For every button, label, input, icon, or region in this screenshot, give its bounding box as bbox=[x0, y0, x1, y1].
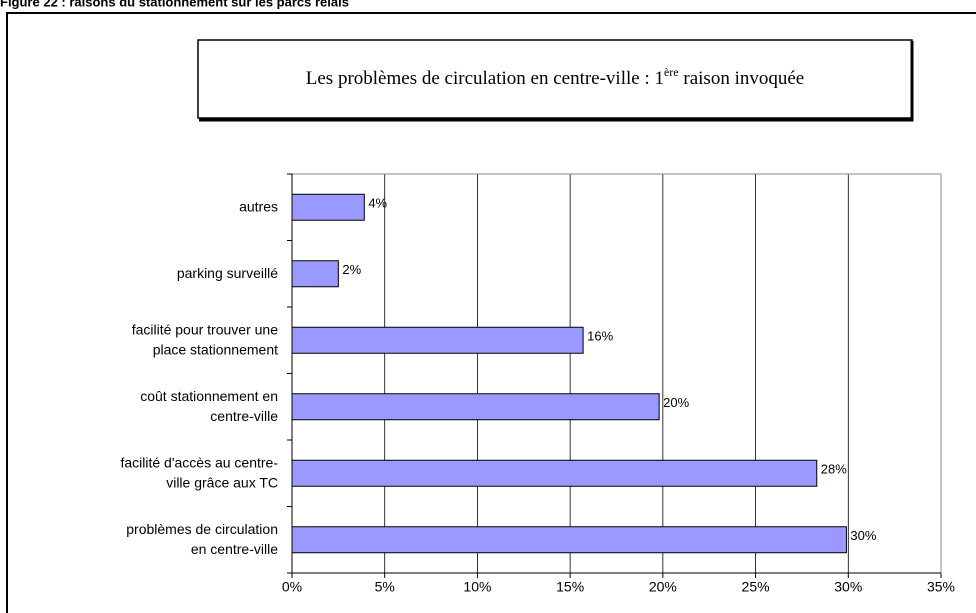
data-label: 16% bbox=[587, 329, 613, 344]
data-label: 20% bbox=[663, 395, 689, 410]
title-part: Les problèmes de circulation en centre-v… bbox=[306, 68, 664, 89]
bar bbox=[291, 260, 339, 288]
y-tick-label-line: centre-ville bbox=[210, 407, 278, 423]
chart-title: Les problèmes de circulation en centre-v… bbox=[306, 65, 804, 90]
data-label: 4% bbox=[368, 196, 387, 211]
y-tick-label: autres bbox=[239, 198, 278, 214]
y-tick-label-line: facilité d'accès au centre- bbox=[120, 454, 278, 470]
title-part: ère bbox=[664, 65, 679, 79]
x-tick-label: 30% bbox=[834, 579, 862, 595]
y-tick-label-line: parking surveillé bbox=[177, 264, 278, 280]
y-tick-label-line: en centre-ville bbox=[191, 540, 278, 556]
y-tick-label-line: ville grâce aux TC bbox=[166, 474, 278, 490]
y-tick-label-line: facilité pour trouver une bbox=[132, 321, 279, 337]
x-tick-label: 0% bbox=[282, 579, 302, 595]
bar bbox=[291, 459, 818, 487]
bar bbox=[291, 526, 847, 554]
bar bbox=[291, 393, 660, 421]
caption: Figure 22 : raisons du stationnement sur… bbox=[0, 0, 349, 9]
title-box bbox=[197, 39, 913, 119]
y-tick-label: facilité d'accès au centre-ville grâce a… bbox=[120, 454, 278, 490]
title-shadow bbox=[199, 41, 914, 122]
y-tick-label-line: autres bbox=[239, 198, 278, 214]
y-tick-label: facilité pour trouver une place stationne… bbox=[132, 321, 279, 357]
y-tick-label-line: problèmes de circulation bbox=[126, 520, 278, 536]
data-label: 2% bbox=[342, 262, 361, 277]
y-tick-label: parking surveillé bbox=[177, 264, 278, 280]
y-tick-label: coût stationnement en centre-ville bbox=[140, 387, 278, 423]
bar bbox=[291, 193, 365, 221]
bar bbox=[291, 326, 584, 354]
x-tick-label: 35% bbox=[927, 579, 955, 595]
y-tick-label-line: coût stationnement en bbox=[140, 387, 278, 403]
frame bbox=[6, 12, 976, 613]
y-tick-label-line: place stationnement bbox=[153, 341, 278, 357]
x-tick-label: 25% bbox=[742, 579, 770, 595]
y-tick-label: problèmes de circulation en centre-ville bbox=[126, 520, 278, 556]
plot-border bbox=[291, 173, 942, 574]
x-tick-label: 5% bbox=[375, 579, 395, 595]
data-label: 28% bbox=[821, 462, 847, 477]
data-label: 30% bbox=[850, 528, 876, 543]
title-part: raison invoquée bbox=[679, 68, 805, 89]
x-tick-label: 15% bbox=[556, 579, 584, 595]
x-tick-label: 20% bbox=[649, 579, 677, 595]
x-tick-label: 10% bbox=[463, 579, 491, 595]
